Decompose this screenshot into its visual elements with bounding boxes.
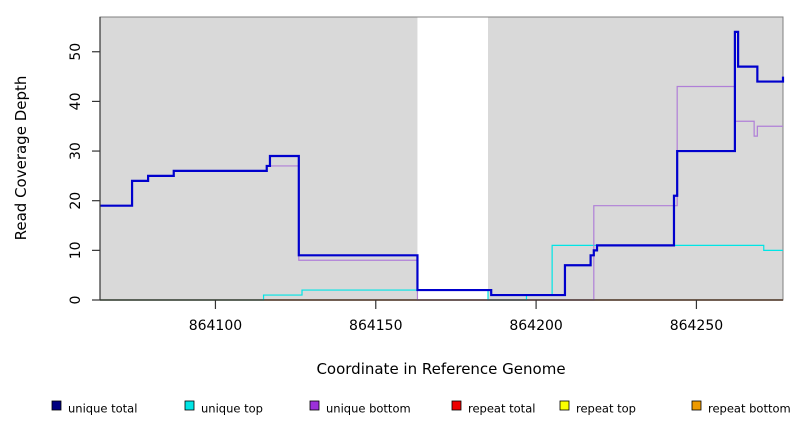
x-axis-ticks: 864100 864150 864200 864250 xyxy=(189,300,723,334)
x-tick-label: 864200 xyxy=(509,318,562,334)
square-swatch-repeat-bottom xyxy=(691,400,702,411)
legend-label: unique total xyxy=(68,402,137,416)
legend-label: unique top xyxy=(201,402,263,416)
square-swatch-repeat-total xyxy=(451,400,462,411)
y-axis-ticks: 0 10 20 30 40 50 xyxy=(68,43,100,305)
chart-legend: unique total unique top unique bottom repea… xyxy=(51,400,791,416)
y-axis-title: Read Coverage Depth xyxy=(12,76,30,241)
legend-item-repeat-total[interactable]: repeat total xyxy=(451,400,535,416)
square-swatch-unique-total xyxy=(51,400,62,411)
legend-item-unique-top[interactable]: unique top xyxy=(184,400,263,416)
plot-area xyxy=(99,16,784,301)
y-tick-label: 20 xyxy=(68,192,84,210)
square-swatch-unique-bottom xyxy=(309,400,320,411)
y-tick-label: 0 xyxy=(68,296,84,305)
series-line-unique-total xyxy=(100,30,785,297)
legend-label: repeat total xyxy=(468,402,535,416)
legend-item-unique-total[interactable]: unique total xyxy=(51,400,137,416)
legend-label: repeat bottom xyxy=(708,402,791,416)
x-axis-title: Coordinate in Reference Genome xyxy=(316,360,565,378)
legend-label: unique bottom xyxy=(326,402,411,416)
square-swatch-unique-top xyxy=(184,400,195,411)
legend-item-repeat-top[interactable]: repeat top xyxy=(559,400,636,416)
y-tick-label: 30 xyxy=(68,142,84,160)
series-unique-total xyxy=(100,30,785,297)
gap-bands xyxy=(417,17,488,300)
x-tick-label: 864100 xyxy=(189,318,242,334)
x-tick-label: 864250 xyxy=(670,318,723,334)
y-axis: 0 10 20 30 40 50 xyxy=(68,17,101,305)
x-axis: 864100 864150 864200 864250 xyxy=(100,299,783,334)
y-tick-label: 40 xyxy=(68,92,84,110)
square-swatch-repeat-top xyxy=(559,400,570,411)
coverage-gap-band-0 xyxy=(417,17,488,300)
legend-item-repeat-bottom[interactable]: repeat bottom xyxy=(691,400,791,416)
x-tick-label: 864150 xyxy=(349,318,402,334)
y-tick-label: 10 xyxy=(68,241,84,259)
legend-label: repeat top xyxy=(576,402,636,416)
y-tick-label: 50 xyxy=(68,43,84,61)
legend-item-unique-bottom[interactable]: unique bottom xyxy=(309,400,411,416)
